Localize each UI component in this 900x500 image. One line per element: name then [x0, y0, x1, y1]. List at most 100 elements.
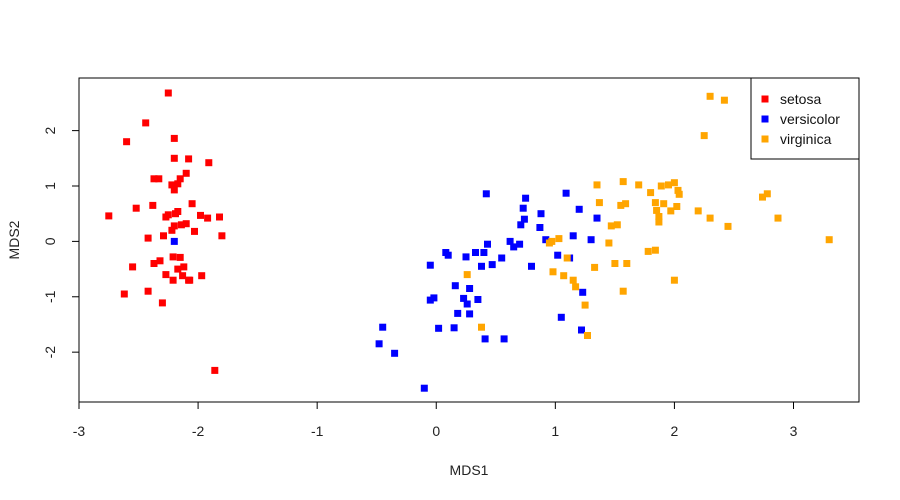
point-versicolor-44	[569, 232, 577, 240]
point-virginica-34	[665, 181, 672, 189]
point-setosa-42	[191, 227, 198, 235]
x-axis-label: MDS1	[450, 462, 489, 478]
point-versicolor-34	[520, 215, 528, 223]
point-virginica-30	[655, 213, 663, 220]
point-versicolor-17	[466, 310, 474, 318]
point-virginica-12	[591, 263, 599, 271]
point-setosa-36	[182, 169, 190, 177]
point-setosa-47	[211, 366, 219, 374]
point-versicolor-35	[522, 194, 530, 202]
point-virginica-6	[560, 272, 568, 280]
point-versicolor-29	[506, 237, 514, 245]
point-versicolor-41	[557, 313, 565, 321]
point-virginica-24	[635, 181, 643, 189]
point-versicolor-14	[460, 294, 468, 302]
point-setosa-10	[150, 260, 158, 267]
point-virginica-17	[611, 260, 619, 267]
point-setosa-4	[132, 204, 140, 212]
point-versicolor-27	[498, 254, 506, 262]
point-setosa-1	[120, 290, 128, 298]
point-setosa-24	[170, 134, 178, 142]
point-setosa-48	[216, 213, 223, 221]
point-versicolor-39	[542, 236, 550, 244]
point-virginica-36	[670, 179, 678, 187]
x-tick-label: 1	[551, 423, 559, 439]
point-setosa-23	[170, 186, 178, 194]
point-versicolor-48	[587, 236, 595, 244]
point-setosa-44	[198, 272, 206, 280]
point-versicolor-3	[391, 349, 399, 357]
point-setosa-16	[162, 271, 170, 279]
point-setosa-5	[142, 119, 150, 127]
point-versicolor-15	[462, 253, 470, 261]
point-virginica-49	[774, 214, 782, 222]
x-tick-label: 2	[671, 423, 679, 439]
point-setosa-18	[164, 211, 172, 219]
x-axis: -3 -2 -1 0 1 2 3	[73, 401, 798, 439]
point-versicolor-20	[474, 296, 482, 303]
point-virginica-1	[478, 323, 485, 331]
point-setosa-13	[158, 299, 166, 307]
point-versicolor-37	[536, 224, 544, 231]
point-virginica-7	[563, 254, 571, 262]
point-virginica-42	[700, 132, 708, 140]
point-versicolor-25	[484, 240, 491, 248]
point-setosa-45	[204, 214, 212, 222]
point-versicolor-18	[466, 285, 474, 292]
point-virginica-19	[617, 201, 625, 209]
point-versicolor-33	[519, 204, 527, 212]
point-virginica-5	[555, 235, 563, 243]
point-virginica-18	[613, 221, 621, 229]
point-setosa-46	[205, 159, 213, 167]
point-versicolor-26	[488, 261, 496, 269]
y-tick-label: 0	[42, 237, 58, 245]
point-versicolor-19	[472, 249, 479, 256]
point-versicolor-38	[537, 210, 545, 218]
point-versicolor-1	[375, 340, 383, 348]
point-versicolor-13	[454, 309, 462, 317]
point-setosa-32	[176, 253, 184, 261]
point-versicolor-45	[575, 205, 583, 213]
point-setosa-25	[170, 154, 178, 162]
point-virginica-29	[653, 206, 661, 214]
point-virginica-23	[623, 260, 631, 267]
point-setosa-49	[218, 232, 226, 240]
point-virginica-37	[670, 276, 678, 284]
y-tick-label: -1	[42, 290, 58, 303]
point-versicolor-11	[450, 324, 458, 332]
point-virginica-22	[622, 200, 630, 208]
point-versicolor-24	[482, 190, 490, 198]
y-axis: -2 -1 0 1 2	[42, 127, 80, 359]
point-setosa-34	[179, 272, 187, 280]
point-setosa-35	[180, 263, 188, 271]
point-setosa-21	[169, 276, 177, 284]
point-setosa-12	[156, 257, 164, 265]
point-virginica-33	[660, 200, 668, 208]
point-setosa-20	[168, 226, 176, 234]
point-setosa-22	[169, 253, 177, 261]
point-virginica-20	[619, 178, 627, 186]
point-versicolor-28	[500, 335, 508, 343]
point-setosa-7	[144, 287, 152, 295]
point-virginica-40	[675, 190, 683, 198]
legend: setosa versicolor virginica	[750, 77, 860, 160]
point-virginica-48	[763, 190, 771, 198]
point-virginica-15	[605, 239, 613, 247]
point-virginica-43	[706, 92, 714, 100]
point-versicolor-31	[516, 240, 524, 248]
point-virginica-47	[759, 193, 766, 201]
point-virginica-21	[619, 287, 627, 295]
point-setosa-9	[150, 175, 158, 183]
point-setosa-26	[170, 222, 178, 230]
y-tick-label: 2	[42, 127, 58, 135]
legend-box	[750, 77, 860, 160]
x-tick-label: 0	[432, 423, 440, 439]
legend-label-virginica: virginica	[780, 131, 832, 147]
point-virginica-13	[593, 181, 601, 189]
point-setosa-28	[174, 180, 182, 188]
legend-marker-versicolor	[761, 115, 769, 123]
y-tick-label: -2	[42, 346, 58, 359]
point-versicolor-7	[430, 294, 438, 302]
point-virginica-10	[581, 301, 589, 309]
point-versicolor-5	[426, 261, 434, 269]
